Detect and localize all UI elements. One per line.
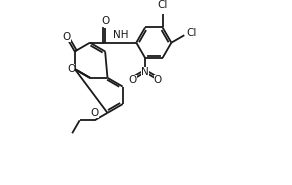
Text: O: O <box>101 16 110 26</box>
Text: O: O <box>154 75 162 85</box>
Text: O: O <box>67 64 75 74</box>
Text: O: O <box>128 75 137 85</box>
Text: O: O <box>62 32 71 42</box>
Text: NH: NH <box>113 30 128 40</box>
Text: N: N <box>141 67 149 77</box>
Text: O: O <box>91 108 99 118</box>
Text: Cl: Cl <box>187 28 197 38</box>
Text: Cl: Cl <box>157 0 168 10</box>
